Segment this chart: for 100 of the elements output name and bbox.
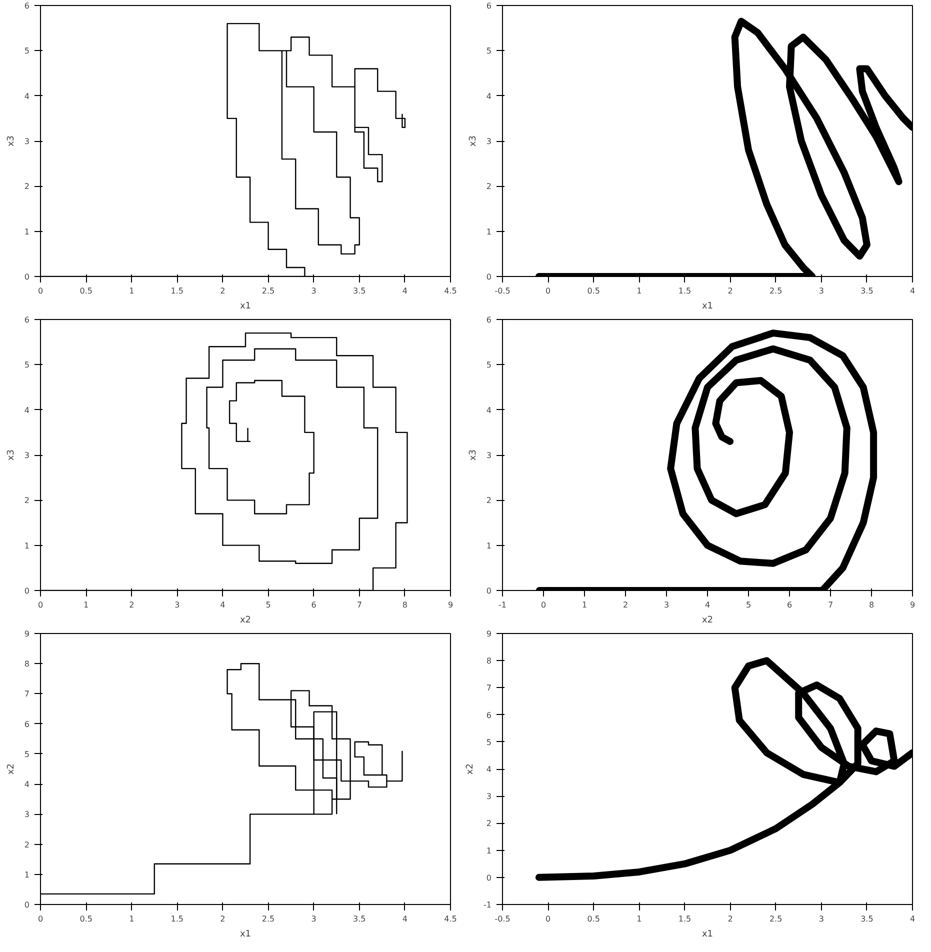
x-tick-label: 5 [746,600,752,610]
x-tick-label: 2 [622,600,628,610]
x-tick-label: 0.5 [587,914,600,924]
y-axis-title: x3 [6,449,16,461]
x-tick-label: 2 [220,914,226,924]
y-tick-label: 3 [486,137,492,146]
y-axis-title: x3 [6,135,16,147]
x-tick-label: 3 [664,600,670,610]
y-tick-label: 0 [24,272,30,282]
y-axis-title: x2 [6,763,16,775]
y-tick-label: 3 [24,451,30,460]
y-tick-label: 7 [486,684,492,693]
y-tick-label: 8 [486,656,492,666]
x-tick-label: 8 [402,600,408,610]
y-tick-label: 2 [486,819,492,828]
y-axis-title: x2 [466,763,476,775]
x-tick-label: 3.5 [860,914,874,924]
x-tick-label: -1 [498,600,506,610]
y-tick-label: 6 [24,2,30,10]
x-tick-label: 0 [540,600,546,610]
y-tick-label: 3 [486,451,492,460]
y-tick-label: 3 [486,792,492,802]
y-tick-label: 6 [486,2,492,10]
x-tick-label: -0.5 [494,286,510,296]
y-tick-label: 4 [24,406,30,415]
y-tick-label: 2 [24,840,30,850]
y-tick-label: 5 [486,738,492,747]
x-tick-label: -0.5 [494,914,510,924]
y-tick-label: 4 [24,92,30,101]
x-tick-label: 6 [311,600,316,610]
x-tick-label: 2.5 [769,914,782,924]
x-tick-label: 8 [868,600,874,610]
y-tick-label: 6 [24,316,30,324]
x-axis-title: x1 [702,930,714,940]
x-tick-label: 1 [84,600,89,610]
y-tick-label: 2 [486,182,492,192]
y-tick-label: 0 [486,873,492,882]
x-tick-label: 7 [828,600,834,610]
x-tick-label: 2.5 [262,286,275,296]
y-tick-label: 1 [486,541,492,550]
x-axis-title: x1 [240,930,252,940]
x-tick-label: 1.5 [170,286,184,296]
x-tick-label: 2.5 [769,286,782,296]
x-tick-label: 1 [129,286,134,296]
y-tick-label: 0 [24,900,30,910]
x-tick-label: 1 [582,600,588,610]
y-tick-label: 4 [486,765,492,774]
x-tick-label: 0.5 [587,286,600,296]
y-tick-label: 9 [24,630,30,638]
y-tick-label: 5 [24,46,30,56]
x-axis-title: x2 [240,616,252,626]
y-tick-label: 1 [486,846,492,856]
x-tick-label: 1.5 [170,914,184,924]
x-tick-label: 1 [636,286,642,296]
x-tick-label: 4 [402,286,408,296]
x-tick-label: 4 [402,914,408,924]
x-tick-label: 4 [910,286,916,296]
x-tick-label: 1.5 [678,914,692,924]
y-tick-label: 6 [24,720,30,729]
y-tick-label: 5 [24,360,30,370]
x-tick-label: 1.5 [678,286,692,296]
y-tick-label: 1 [24,227,30,236]
y-tick-label: 1 [486,227,492,236]
y-tick-label: 2 [24,182,30,192]
y-tick-label: 7 [24,690,30,699]
y-tick-label: 8 [24,660,30,669]
x-tick-label: 3.5 [860,286,874,296]
x-tick-label: 2.5 [262,914,275,924]
x-axis-title: x1 [702,302,714,312]
x-tick-label: 9 [448,600,454,610]
x-tick-label: 3 [818,914,824,924]
x-tick-label: 2 [728,286,733,296]
x-tick-label: 2 [129,600,134,610]
y-axis-title: x3 [468,135,478,147]
x-tick-label: 0.5 [80,286,92,296]
x-tick-label: 4 [910,914,916,924]
x-tick-label: 0.5 [80,914,92,924]
x-tick-label: 3 [311,914,316,924]
x-tick-label: 3.5 [353,914,366,924]
x-tick-label: 2 [220,286,226,296]
x-tick-label: 4 [220,600,226,610]
y-tick-label: 1 [24,870,30,880]
x-tick-label: 0 [38,600,44,610]
x-axis-title: x2 [702,616,714,626]
y-tick-label: 0 [486,272,492,282]
x-tick-label: 0 [546,914,551,924]
y-tick-label: 4 [24,780,30,790]
y-tick-label: 3 [24,137,30,146]
x-tick-label: 6 [786,600,792,610]
y-tick-label: 9 [486,630,492,638]
x-tick-label: 0 [546,286,551,296]
y-tick-label: 4 [486,406,492,415]
x-tick-label: 2 [728,914,733,924]
x-tick-label: 0 [38,914,44,924]
y-tick-label: 2 [486,496,492,506]
y-tick-label: 0 [486,586,492,596]
y-tick-label: 5 [486,46,492,56]
x-tick-label: 3 [174,600,180,610]
y-tick-label: 1 [24,541,30,550]
y-tick-label: 4 [486,92,492,101]
